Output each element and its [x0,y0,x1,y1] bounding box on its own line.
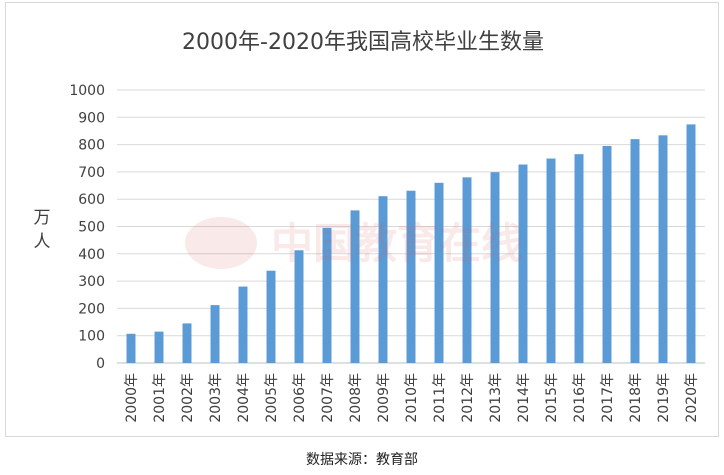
x-tick-label: 2015年 [544,373,560,423]
bar [350,210,360,363]
bar [462,177,472,363]
y-axis-label: 万人 [34,208,51,252]
x-tick-label: 2001年 [152,373,168,423]
y-tick-label: 800 [78,138,105,154]
bar [126,333,136,363]
x-tick-label: 2007年 [320,373,336,423]
x-tick-label: 2008年 [348,373,364,423]
y-tick-label: 500 [78,220,105,236]
bar [294,250,304,363]
x-tick-label: 2012年 [460,373,476,423]
source-note: 数据来源：教育部 [306,452,418,468]
x-axis-ticks: 2000年 2001年 2002年 2003年 2004年 2005年 2006年 2007年… [124,373,700,423]
x-tick-label: 2010年 [404,373,420,423]
y-tick-label: 900 [78,110,105,126]
bar-chart: 2000年-2020年我国高校毕业生数量 0 100 200 300 400 500 600… [34,30,705,423]
bar [546,158,556,363]
y-axis-label-char: 万 [34,208,51,228]
bar [630,139,640,363]
x-tick-label: 2020年 [684,373,700,423]
y-tick-label: 400 [78,247,105,263]
y-tick-label: 100 [78,329,105,345]
bar [266,270,276,363]
chart-frame: 2000年-2020年我国高校毕业生数量 0 100 200 300 400 500 600… [5,2,719,437]
y-tick-label: 200 [78,301,105,317]
bar [210,305,220,363]
bar [434,182,444,363]
y-tick-label: 600 [78,192,105,208]
bar [378,196,388,363]
chart-title: 2000年-2020年我国高校毕业生数量 [182,30,544,55]
x-tick-label: 2000年 [124,373,140,423]
y-tick-label: 0 [96,356,105,372]
x-tick-label: 2003年 [208,373,224,423]
x-tick-label: 2002年 [180,373,196,423]
bar [406,190,416,363]
x-tick-label: 2017年 [600,373,616,423]
bar [154,331,164,363]
bars [126,124,696,363]
y-axis-ticks: 0 100 200 300 400 500 600 700 800 900 1000 [69,83,105,372]
x-tick-label: 2005年 [264,373,280,423]
x-tick-label: 2013年 [488,373,504,423]
x-tick-label: 2018年 [628,373,644,423]
x-tick-label: 2019年 [656,373,672,423]
y-tick-label: 1000 [69,83,105,99]
bar [322,227,332,363]
x-tick-label: 2014年 [516,373,532,423]
bar [518,164,528,363]
bar [658,135,668,363]
y-tick-label: 700 [78,165,105,181]
bar [574,154,584,363]
x-tick-label: 2011年 [432,373,448,423]
bar [182,323,192,363]
y-tick-label: 300 [78,274,105,290]
bar [490,172,500,363]
bar [686,124,696,363]
x-tick-label: 2006年 [292,373,308,423]
bar [238,286,248,363]
x-tick-label: 2016年 [572,373,588,423]
x-tick-label: 2009年 [376,373,392,423]
bar [602,145,612,363]
x-tick-label: 2004年 [236,373,252,423]
y-axis-label-char: 人 [34,232,51,252]
